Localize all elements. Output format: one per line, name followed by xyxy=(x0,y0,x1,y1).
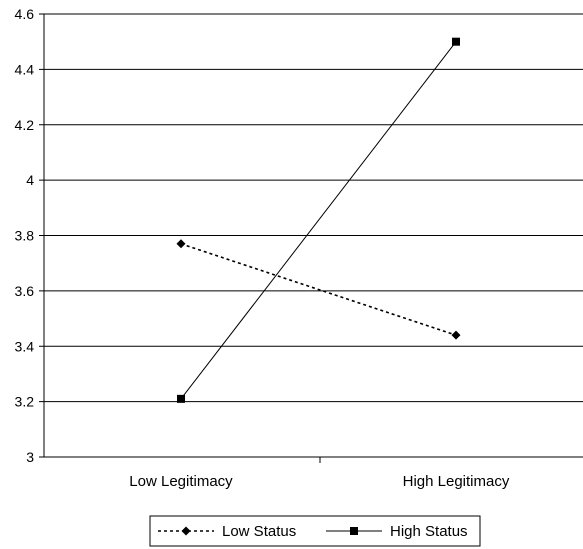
legend-label: High Status xyxy=(390,523,468,540)
y-tick-label: 3.6 xyxy=(15,283,35,299)
y-tick-label: 4 xyxy=(26,172,34,188)
series-layer xyxy=(176,37,461,403)
x-axis-categories: Low Legitimacy High Legitimacy xyxy=(129,473,510,490)
series-line xyxy=(180,41,457,400)
y-tick-label: 3.8 xyxy=(15,228,35,244)
legend-box xyxy=(149,515,481,547)
x-category-label: High Legitimacy xyxy=(403,473,510,490)
y-axis-ticks: 3 3.2 3.4 3.6 3.8 4 4.2 4.4 4.6 xyxy=(15,6,44,465)
data-point xyxy=(451,330,461,340)
data-point xyxy=(177,394,185,403)
data-point xyxy=(452,37,460,46)
x-category-label: Low Legitimacy xyxy=(129,473,233,490)
legend-marker xyxy=(181,526,191,536)
legend-label: Low Status xyxy=(222,523,296,540)
gridlines xyxy=(44,13,583,403)
legend-marker xyxy=(350,527,358,535)
legend: Low Status High Status xyxy=(149,515,481,547)
y-tick-label: 3.2 xyxy=(15,394,35,410)
series-low-status xyxy=(176,239,461,340)
axes xyxy=(43,14,583,463)
y-tick-label: 4.4 xyxy=(15,61,35,77)
y-tick-label: 3 xyxy=(26,449,34,465)
y-tick-label: 3.4 xyxy=(15,338,35,354)
series-high-status xyxy=(177,37,460,403)
series-line xyxy=(180,243,457,336)
y-tick-label: 4.6 xyxy=(15,6,35,22)
data-point xyxy=(176,239,186,249)
y-tick-label: 4.2 xyxy=(15,117,35,133)
